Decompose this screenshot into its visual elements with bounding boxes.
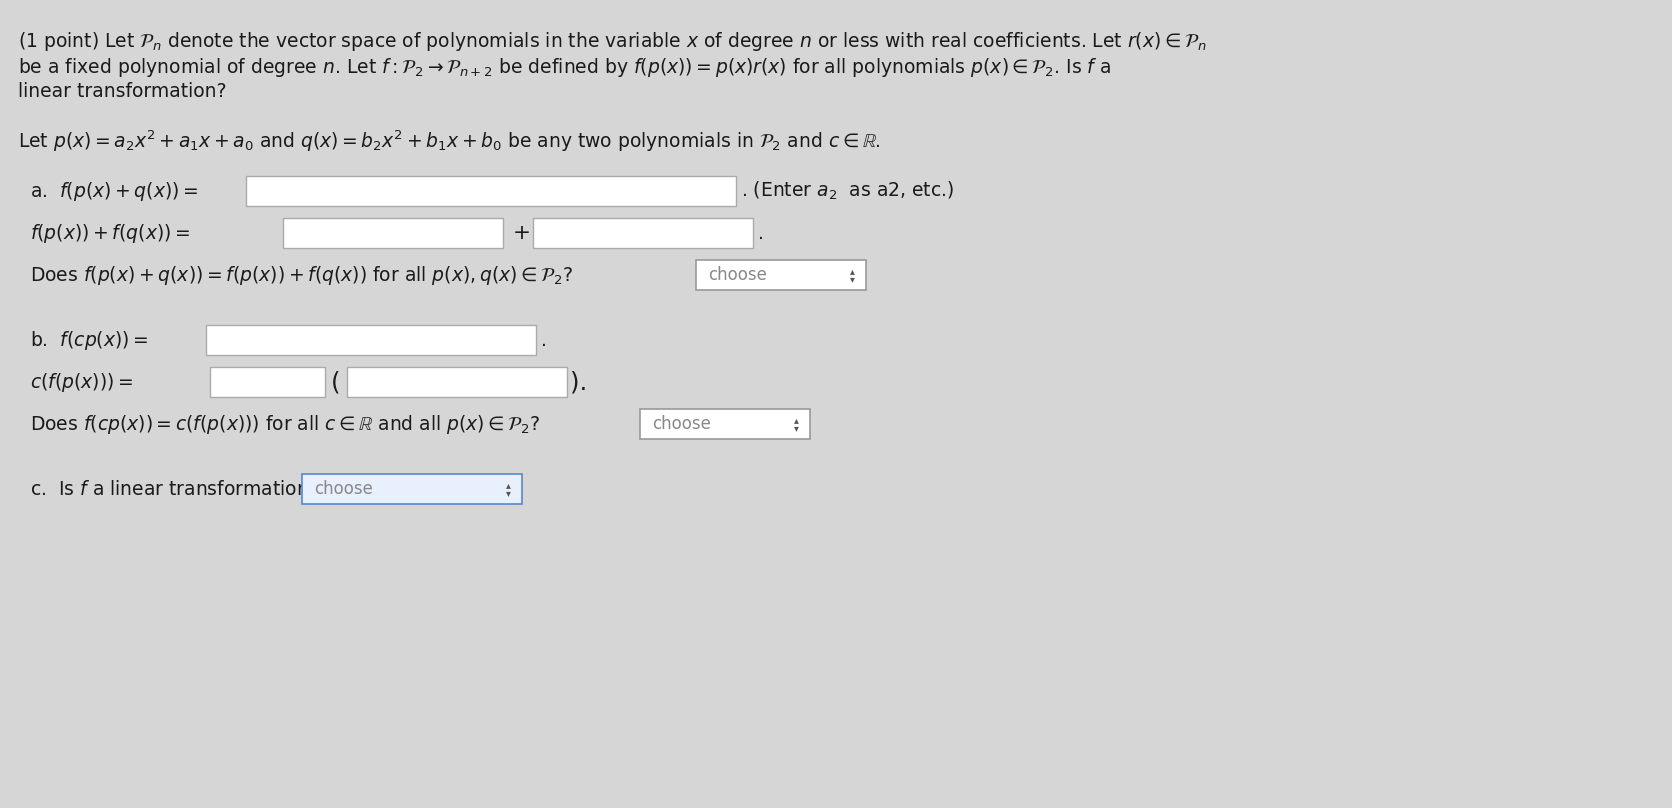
Text: linear transformation?: linear transformation?: [18, 82, 226, 101]
Text: . (Enter $a_2$  as a2, etc.): . (Enter $a_2$ as a2, etc.): [741, 180, 955, 202]
FancyBboxPatch shape: [348, 367, 567, 398]
Text: ).: ).: [570, 370, 587, 394]
Text: ▴: ▴: [849, 266, 854, 276]
FancyBboxPatch shape: [211, 367, 324, 398]
Text: a.  $f(p(x) + q(x)) = $: a. $f(p(x) + q(x)) = $: [30, 179, 199, 203]
Text: choose: choose: [707, 266, 767, 284]
Text: $c(f(p(x))) = $: $c(f(p(x))) = $: [30, 371, 134, 393]
Text: +: +: [513, 223, 532, 243]
Text: choose: choose: [652, 415, 711, 433]
FancyBboxPatch shape: [283, 218, 503, 248]
Text: ▴: ▴: [794, 415, 799, 425]
Text: ▾: ▾: [794, 423, 799, 433]
Text: .: .: [757, 224, 764, 242]
FancyBboxPatch shape: [640, 409, 809, 440]
Text: (1 point) Let $\mathcal{P}_n$ denote the vector space of polynomials in the vari: (1 point) Let $\mathcal{P}_n$ denote the…: [18, 30, 1207, 53]
Text: .: .: [542, 330, 547, 350]
FancyBboxPatch shape: [533, 218, 752, 248]
FancyBboxPatch shape: [303, 474, 522, 504]
FancyBboxPatch shape: [206, 325, 537, 356]
Text: Does $f(p(x) + q(x)) = f(p(x)) + f(q(x))$ for all $p(x), q(x) \in \mathcal{P}_2$: Does $f(p(x) + q(x)) = f(p(x)) + f(q(x))…: [30, 263, 573, 287]
FancyBboxPatch shape: [246, 176, 736, 206]
Text: Does $f(cp(x)) = c(f(p(x)))$ for all $c \in \mathbb{R}$ and all $p(x) \in \mathc: Does $f(cp(x)) = c(f(p(x)))$ for all $c …: [30, 413, 540, 436]
Text: be a fixed polynomial of degree $n$. Let $f : \mathcal{P}_2 \rightarrow \mathcal: be a fixed polynomial of degree $n$. Let…: [18, 56, 1110, 79]
Text: $f(p(x)) + f(q(x)) = $: $f(p(x)) + f(q(x)) = $: [30, 221, 191, 245]
Text: ▾: ▾: [505, 488, 510, 499]
Text: Let $p(x) = a_2x^2 + a_1x + a_0$ and $q(x) = b_2x^2 + b_1x + b_0$ be any two pol: Let $p(x) = a_2x^2 + a_1x + a_0$ and $q(…: [18, 128, 881, 154]
Text: ▴: ▴: [505, 480, 510, 490]
Text: (: (: [331, 370, 341, 394]
Text: choose: choose: [314, 480, 373, 499]
FancyBboxPatch shape: [696, 260, 866, 290]
Text: c.  Is $f$ a linear transformation?: c. Is $f$ a linear transformation?: [30, 480, 319, 499]
Text: ▾: ▾: [849, 274, 854, 284]
Text: b.  $f(cp(x)) = $: b. $f(cp(x)) = $: [30, 329, 149, 351]
